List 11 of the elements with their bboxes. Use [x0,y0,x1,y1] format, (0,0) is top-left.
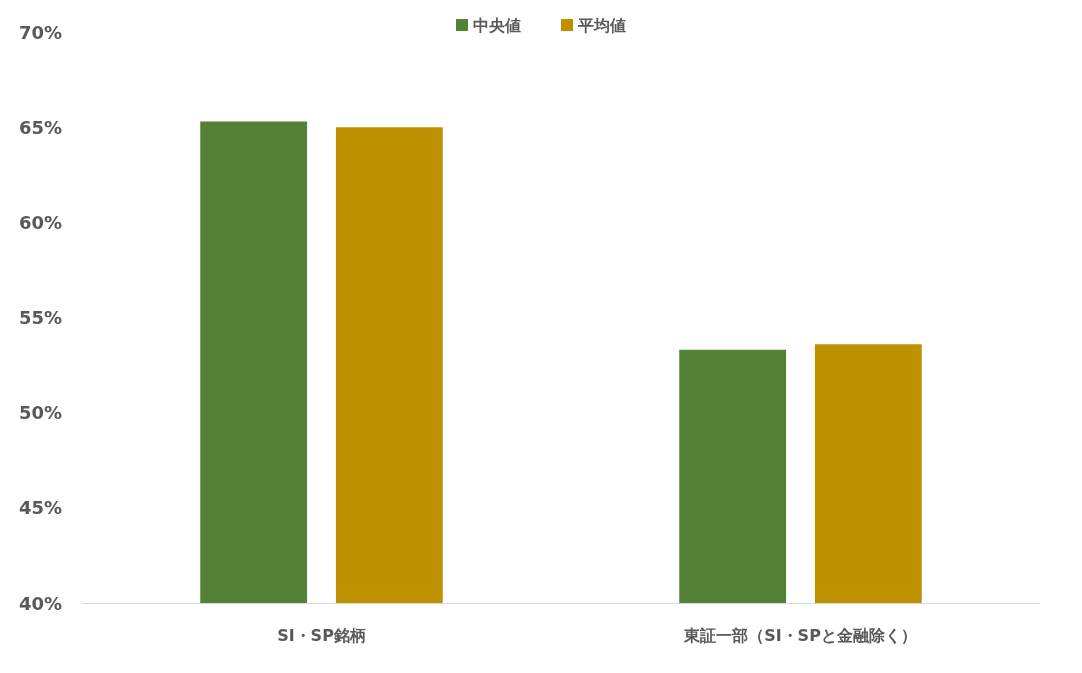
y-tick-label: 60% [18,211,62,233]
y-tick-label: 55% [18,307,62,328]
legend-label: 平均値 [577,15,626,35]
x-tick-label: 東証一部（SI・SPと金融除く） [683,625,917,645]
legend-label: 中央値 [473,15,521,35]
y-tick-label: 70% [18,21,62,43]
y-tick-label: 65% [18,116,62,138]
y-tick-label: 50% [18,402,62,424]
y-tick-label: 40% [18,592,62,614]
x-tick-label: SI・SP銘柄 [277,625,366,645]
y-tick-label: 45% [18,497,62,519]
